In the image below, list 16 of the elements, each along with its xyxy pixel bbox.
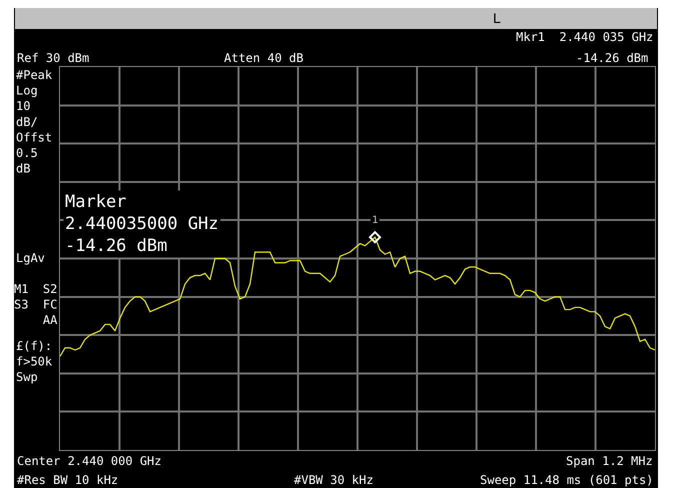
text: L (493, 10, 501, 26)
text: LgAv (16, 251, 45, 265)
text: #VBW 30 kHz (294, 473, 374, 487)
text: Center 2.440 000 GHz (17, 454, 162, 468)
text: M1 S2 S3 FC AA (14, 282, 58, 328)
text: Atten 40 dB (224, 51, 304, 65)
text: £(f): f>50k Swp (16, 339, 53, 384)
text: -14.26 dBm (576, 51, 648, 65)
text: #Res BW 10 kHz (17, 473, 118, 487)
text: Sweep 11.48 ms (601 pts) (480, 473, 654, 487)
text: Ref 30 dBm (17, 51, 90, 65)
text: Mkr1 2.440 035 GHz (516, 30, 654, 44)
text: 1 (372, 215, 378, 226)
annotation: Marker 2.440035000 GHz -14.26 dBm (65, 192, 219, 256)
text: #Peak Log 10 dB/ Offst 0.5 dB (16, 68, 53, 176)
text: Span 1.2 MHz (566, 454, 653, 468)
